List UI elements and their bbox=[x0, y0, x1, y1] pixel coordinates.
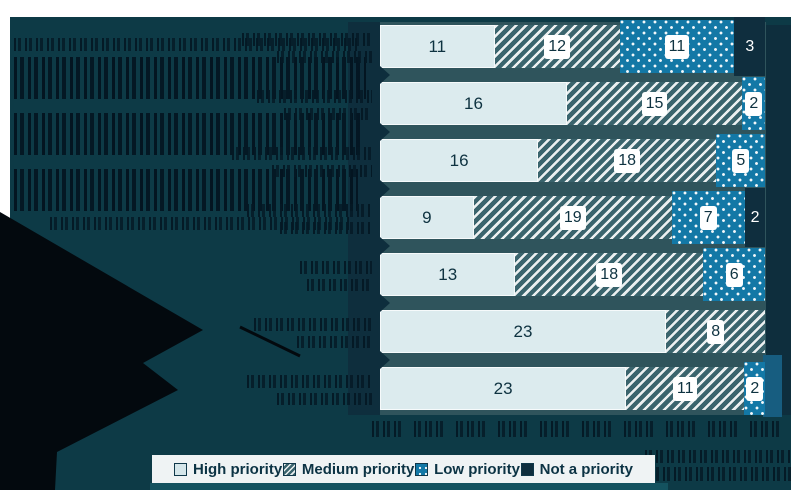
accent-strip bbox=[150, 483, 668, 490]
legend-label: High priority bbox=[193, 460, 283, 478]
redacted-row-label bbox=[280, 222, 372, 234]
redacted-note-line bbox=[652, 467, 792, 481]
bar-segment-low[interactable]: 11 bbox=[619, 20, 735, 73]
bar-segment-low[interactable]: 7 bbox=[671, 191, 745, 244]
redacted-row-label bbox=[277, 51, 372, 63]
bar-segment-low[interactable]: 2 bbox=[742, 77, 766, 130]
bar-value-label: 11 bbox=[672, 376, 698, 401]
bar-segment-low[interactable]: 2 bbox=[744, 362, 766, 415]
decor-blue-patch bbox=[763, 355, 782, 417]
bar-segment-medium[interactable]: 8 bbox=[666, 310, 766, 353]
row-chevron-icon bbox=[380, 180, 390, 198]
legend-item-high-priority[interactable]: High priority bbox=[174, 461, 282, 478]
row-chevron-icon bbox=[380, 66, 390, 84]
bar-value-label: 8 bbox=[707, 319, 725, 344]
axis-tick-redacted bbox=[540, 421, 570, 437]
bar-segment-high[interactable]: 23 bbox=[380, 367, 627, 410]
bar-value-label: 6 bbox=[725, 262, 743, 287]
axis-tick-redacted bbox=[498, 421, 528, 437]
redacted-row-label bbox=[300, 261, 372, 274]
redacted-row-label bbox=[254, 318, 372, 331]
axis-tick-redacted bbox=[414, 421, 444, 437]
bar-segment-medium[interactable]: 18 bbox=[515, 253, 703, 296]
redacted-row-label bbox=[247, 204, 372, 217]
legend-label: Not a priority bbox=[539, 460, 633, 478]
legend-swatch-not-icon bbox=[520, 462, 534, 476]
redacted-row-label bbox=[247, 375, 372, 388]
bar-value-label: 16 bbox=[449, 150, 469, 170]
bar-segment-not[interactable]: 2 bbox=[744, 188, 766, 247]
axis-tick-redacted bbox=[708, 421, 738, 437]
redacted-row-label bbox=[242, 33, 372, 46]
bar-value-label: 11 bbox=[664, 34, 690, 59]
bar-value-label: 23 bbox=[493, 378, 513, 398]
bar-value-label: 15 bbox=[641, 91, 668, 116]
bar-value-label: 2 bbox=[746, 376, 764, 401]
bar-segment-medium[interactable]: 12 bbox=[494, 25, 620, 68]
bar-value-label: 5 bbox=[732, 148, 750, 173]
redacted-row-label bbox=[284, 108, 372, 120]
redacted-row-label bbox=[232, 147, 372, 160]
bar-segment-medium[interactable]: 15 bbox=[566, 82, 743, 125]
bar-value-label: 7 bbox=[699, 205, 717, 230]
bar-segment-high[interactable]: 13 bbox=[380, 253, 516, 296]
row-chevron-icon bbox=[380, 237, 390, 255]
bar-segment-high[interactable]: 11 bbox=[380, 25, 495, 68]
redacted-row-label bbox=[272, 165, 372, 177]
bar-value-label: 2 bbox=[745, 91, 763, 116]
legend-swatch-low-icon bbox=[415, 462, 429, 476]
axis-tick-redacted bbox=[372, 421, 402, 437]
bar-value-label: 2 bbox=[750, 208, 760, 226]
legend-swatch-high-icon bbox=[174, 462, 187, 476]
bar-segment-high[interactable]: 9 bbox=[380, 196, 474, 239]
redacted-note-line bbox=[645, 450, 792, 463]
bar-value-label: 12 bbox=[544, 34, 570, 59]
bar-segment-not[interactable]: 3 bbox=[734, 17, 766, 76]
redacted-row-label bbox=[297, 336, 372, 348]
redacted-row-label bbox=[307, 279, 372, 291]
row-chevron-icon bbox=[380, 123, 390, 141]
bar-segment-high[interactable]: 16 bbox=[380, 139, 539, 182]
bar-value-label: 16 bbox=[463, 93, 483, 113]
legend-label: Low priority bbox=[434, 460, 520, 478]
chart-canvas: 11 12 11 3 16 15 2 16 18 5 9 19 7 2 13 18 6 23 8 23 11 2 bbox=[10, 17, 792, 490]
axis-tick-redacted bbox=[666, 421, 696, 437]
redacted-row-label bbox=[257, 90, 372, 103]
legend-item-low-priority[interactable]: Low priority bbox=[415, 461, 520, 478]
bar-value-label: 11 bbox=[428, 36, 447, 56]
row-chevron-icon bbox=[380, 294, 390, 312]
bar-segment-medium[interactable]: 18 bbox=[538, 139, 717, 182]
bar-value-label: 18 bbox=[596, 262, 623, 287]
row-chevron-icon bbox=[380, 351, 390, 369]
axis-tick-redacted bbox=[624, 421, 654, 437]
bar-value-label: 18 bbox=[614, 148, 640, 173]
legend-item-medium-priority[interactable]: Medium priority bbox=[282, 460, 415, 478]
bar-value-label: 13 bbox=[438, 264, 458, 284]
bar-segment-high[interactable]: 23 bbox=[380, 310, 667, 353]
redacted-row-label bbox=[277, 393, 372, 405]
bar-value-label: 9 bbox=[422, 207, 432, 227]
bar-value-label: 3 bbox=[745, 37, 755, 55]
bar-segment-low[interactable]: 5 bbox=[716, 134, 766, 187]
legend-swatch-medium-icon bbox=[282, 462, 296, 476]
axis-tick-redacted bbox=[750, 421, 780, 437]
bar-segment-medium[interactable]: 11 bbox=[626, 367, 745, 410]
bar-segment-high[interactable]: 16 bbox=[380, 82, 567, 125]
bar-value-label: 19 bbox=[559, 205, 586, 230]
axis-tick-redacted bbox=[456, 421, 486, 437]
axis-tick-redacted bbox=[582, 421, 612, 437]
bar-value-label: 23 bbox=[513, 321, 533, 341]
legend-label: Medium priority bbox=[301, 460, 415, 478]
plot-right-margin bbox=[766, 25, 791, 415]
bar-segment-low[interactable]: 6 bbox=[702, 248, 766, 301]
legend: High priority Medium priority Low priori… bbox=[152, 455, 655, 483]
bar-segment-medium[interactable]: 19 bbox=[473, 196, 672, 239]
legend-item-not-a-priority[interactable]: Not a priority bbox=[520, 460, 633, 478]
